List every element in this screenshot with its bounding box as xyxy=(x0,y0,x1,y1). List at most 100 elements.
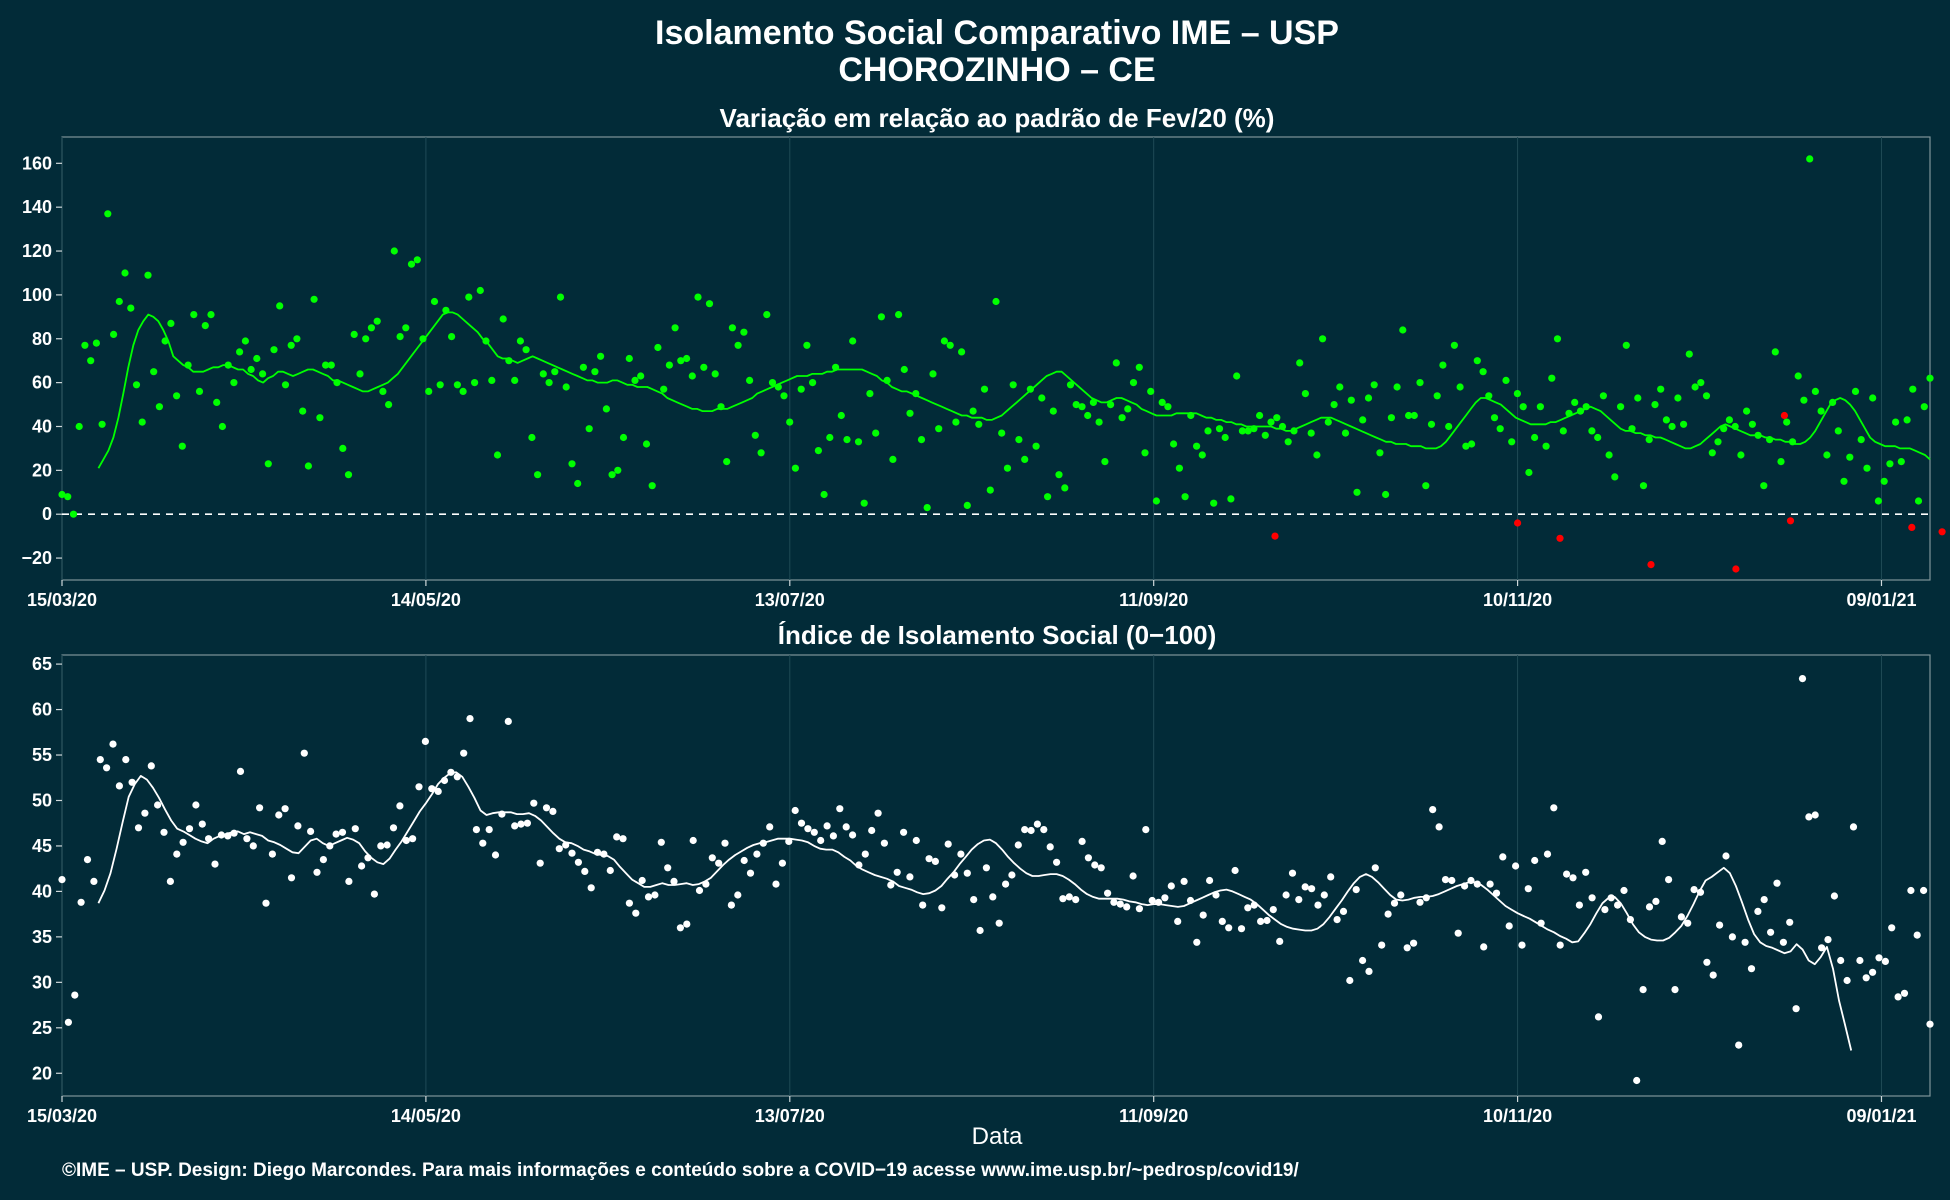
data-point xyxy=(1059,895,1067,903)
data-point xyxy=(1135,905,1143,913)
data-point xyxy=(1834,427,1842,435)
data-point xyxy=(872,429,880,437)
data-point xyxy=(1118,414,1126,422)
data-point xyxy=(281,805,289,813)
data-point xyxy=(638,876,646,885)
data-point xyxy=(1869,968,1877,976)
data-point xyxy=(499,315,507,323)
data-point xyxy=(585,425,593,433)
data-point xyxy=(1308,885,1316,893)
data-point xyxy=(147,762,155,770)
data-point xyxy=(694,293,702,301)
data-point xyxy=(753,850,761,858)
top-panel-variation: 15/03/20 14/05/20 13/07/20 11/09/20 10/11/20… xyxy=(21,136,1946,610)
data-point xyxy=(1261,431,1269,439)
negative-data-point xyxy=(1647,561,1655,569)
data-point xyxy=(1450,341,1458,349)
data-point xyxy=(522,346,530,354)
data-point xyxy=(539,370,547,378)
data-point xyxy=(631,376,639,384)
data-point xyxy=(504,717,512,726)
data-point xyxy=(625,354,633,363)
data-point xyxy=(1505,922,1513,930)
data-point xyxy=(1773,879,1781,887)
data-point xyxy=(1107,401,1115,409)
data-point xyxy=(1909,385,1917,393)
data-point xyxy=(1680,420,1688,428)
data-point xyxy=(1684,919,1692,927)
data-point xyxy=(579,363,588,371)
data-point xyxy=(1722,852,1730,860)
y-tick-label: 80 xyxy=(32,329,52,349)
negative-data-point xyxy=(1514,519,1522,527)
data-point xyxy=(390,247,398,255)
data-point xyxy=(1244,904,1252,912)
data-point xyxy=(1652,897,1660,906)
data-point xyxy=(448,333,456,341)
data-point xyxy=(150,368,158,376)
data-point xyxy=(766,823,774,831)
data-point xyxy=(1760,896,1768,904)
data-point xyxy=(1180,877,1188,886)
data-point xyxy=(1091,861,1099,869)
data-point xyxy=(900,365,908,374)
data-point xyxy=(1594,433,1602,442)
data-point xyxy=(96,756,104,764)
data-point xyxy=(1543,850,1552,858)
data-point xyxy=(1622,341,1630,349)
data-point xyxy=(952,418,960,426)
data-point xyxy=(1364,394,1373,402)
data-point xyxy=(69,510,78,518)
data-point xyxy=(1817,407,1825,415)
data-point xyxy=(664,864,672,872)
data-point xyxy=(262,899,270,907)
data-point xyxy=(1046,843,1054,851)
data-point xyxy=(1378,941,1386,949)
data-point xyxy=(1384,910,1392,918)
data-point xyxy=(625,899,634,907)
data-point xyxy=(1473,357,1481,365)
data-point xyxy=(1448,876,1456,885)
data-point xyxy=(1840,477,1848,485)
data-point xyxy=(1416,379,1424,387)
data-point xyxy=(327,361,335,369)
data-point xyxy=(1903,416,1911,424)
x-tick-label: 14/05/20 xyxy=(391,1106,461,1126)
data-point xyxy=(1416,898,1424,906)
data-point xyxy=(1429,806,1437,814)
data-point xyxy=(190,311,198,319)
data-point xyxy=(1320,891,1328,899)
y-tick-label: 60 xyxy=(32,373,52,393)
data-point xyxy=(1276,937,1284,946)
data-point xyxy=(511,822,519,830)
data-point xyxy=(1716,921,1724,929)
data-point xyxy=(1181,493,1189,501)
data-point xyxy=(803,341,811,349)
data-point xyxy=(345,877,353,886)
data-point xyxy=(243,835,251,843)
data-point xyxy=(1594,1013,1603,1021)
data-point xyxy=(1531,856,1539,865)
data-point xyxy=(511,376,519,384)
data-point xyxy=(132,381,141,389)
footer-credits: ©IME – USP. Design: Diego Marcondes. Par… xyxy=(62,1160,1299,1181)
data-point xyxy=(270,346,278,354)
data-point xyxy=(874,809,882,817)
data-point xyxy=(826,433,834,442)
data-point xyxy=(307,827,315,836)
data-point xyxy=(1269,906,1277,914)
data-point xyxy=(1499,853,1507,861)
data-point xyxy=(1371,864,1379,872)
data-point xyxy=(708,854,716,862)
data-point xyxy=(425,387,433,395)
data-point xyxy=(1175,464,1183,472)
data-point xyxy=(1518,941,1526,949)
data-point xyxy=(957,850,965,858)
data-point xyxy=(1881,957,1889,966)
data-point xyxy=(1282,891,1290,899)
data-point xyxy=(938,904,946,912)
data-point xyxy=(1777,458,1785,466)
data-point xyxy=(1524,885,1532,893)
data-point xyxy=(121,269,129,277)
data-point xyxy=(1410,411,1418,420)
